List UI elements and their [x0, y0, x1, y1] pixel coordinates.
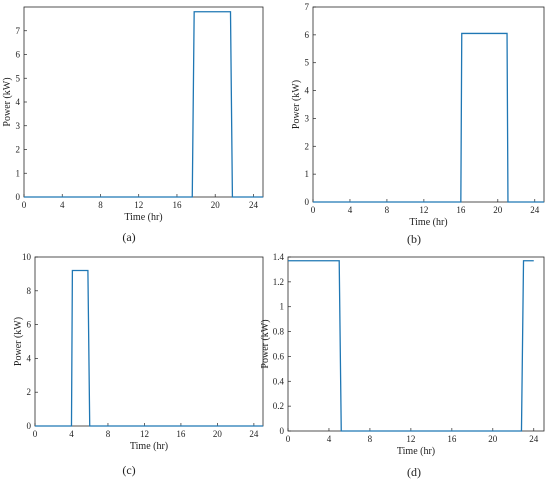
panel-a-ytick-label: 7 [16, 26, 21, 36]
panel-a-xtick-label: 8 [98, 200, 103, 210]
panel-d-ylabel: Power (kW) [260, 319, 271, 368]
panel-c-ytick-label: 4 [27, 353, 32, 363]
panel-a-axes-frame [23, 6, 264, 198]
panel-d-ytick-label: 0.8 [273, 327, 285, 337]
panel-b-ytick-label: 0 [305, 197, 310, 207]
panel-b-xtick-label: 16 [456, 205, 466, 215]
panel-a-xlabel: Time (hr) [124, 212, 162, 223]
panel-d-xlabel: Time (hr) [397, 446, 435, 457]
panel-d-ytick-label: 0.4 [273, 376, 285, 386]
panel-a-ytick-label: 6 [16, 50, 21, 60]
panel-d-ytick-label: 1.4 [273, 252, 285, 262]
panel-a-caption: (a) [122, 230, 135, 244]
panel-b-ytick-label: 7 [305, 2, 310, 12]
panel-b-ylabel: Power (kW) [291, 80, 302, 129]
panel-d-ytick-label: 0.6 [273, 351, 285, 361]
panel-d-xtick-label: 24 [529, 434, 539, 444]
panel-d-caption: (d) [407, 465, 421, 479]
panel-d-xtick-label: 16 [447, 434, 457, 444]
panel-b-xtick-label: 24 [530, 205, 540, 215]
panel-d-ytick-label: 1 [280, 302, 285, 312]
panel-d-series-line-0 [288, 260, 534, 432]
panel-d-xtick-label: 12 [406, 434, 415, 444]
panel-b-caption: (b) [407, 232, 421, 246]
panel-b-xtick-label: 12 [419, 205, 428, 215]
panel-c-xtick-label: 12 [140, 429, 149, 439]
panel-a-xtick-label: 16 [172, 200, 182, 210]
panel-a-ytick-label: 4 [16, 97, 21, 107]
panel-b-xtick-label: 20 [493, 205, 503, 215]
panel-c-ytick-label: 2 [27, 387, 32, 397]
panel-d-xtick-label: 4 [327, 434, 332, 444]
panel-a-xtick-label: 12 [134, 200, 143, 210]
panel-c-xtick-label: 16 [176, 429, 186, 439]
panel-d-ytick-label: 0 [280, 426, 285, 436]
panel-c-xtick-label: 8 [106, 429, 111, 439]
panel-d-xtick-label: 8 [368, 434, 373, 444]
panel-b-axes-frame [312, 6, 545, 203]
panel-d-ytick-label: 0.2 [273, 401, 284, 411]
panel-b-series-line-0 [313, 32, 544, 203]
panel-c-ytick-label: 6 [27, 320, 32, 330]
panel-b-ytick-label: 4 [305, 86, 310, 96]
panel-b-xtick-label: 0 [311, 205, 316, 215]
panel-a-ylabel: Power (kW) [2, 77, 13, 126]
panel-c-caption: (c) [122, 463, 135, 477]
panel-a-xtick-label: 4 [60, 200, 65, 210]
panel-d-xtick-label: 20 [488, 434, 498, 444]
panel-b-ytick-label: 5 [305, 58, 310, 68]
panel-d-axes-frame [287, 256, 545, 432]
panel-a-xtick-label: 0 [22, 200, 27, 210]
panel-c-series-line-0 [35, 269, 263, 427]
panel-c-ytick-label: 10 [22, 252, 32, 262]
panel-c-xtick-label: 20 [213, 429, 223, 439]
panel-d-xtick-label: 0 [286, 434, 291, 444]
panel-b-xtick-label: 8 [385, 205, 390, 215]
panel-b-ytick-label: 3 [305, 113, 310, 123]
panel-c-ytick-label: 0 [27, 421, 32, 431]
panel-a-xtick-label: 20 [211, 200, 221, 210]
panel-c-ylabel: Power (kW) [13, 317, 24, 366]
panel-c-xlabel: Time (hr) [130, 441, 168, 452]
panel-d-ytick-label: 1.2 [273, 277, 284, 287]
panel-a-ytick-label: 5 [16, 73, 21, 83]
panel-b-ytick-label: 1 [305, 169, 310, 179]
panel-c-xtick-label: 4 [69, 429, 74, 439]
panel-c-xtick-label: 0 [33, 429, 38, 439]
panel-b-xtick-label: 4 [348, 205, 353, 215]
panel-a-xtick-label: 24 [249, 200, 259, 210]
panel-c-ytick-label: 8 [27, 286, 32, 296]
panel-a-ytick-label: 1 [16, 168, 21, 178]
panel-b-xlabel: Time (hr) [409, 217, 447, 228]
panel-b-ytick-label: 2 [305, 141, 310, 151]
panel-b-ytick-label: 6 [305, 30, 310, 40]
panel-c-axes-frame [34, 256, 264, 427]
panel-c-xtick-label: 24 [249, 429, 259, 439]
panel-a-ytick-label: 2 [16, 145, 21, 155]
panel-a-series-line-0 [24, 11, 263, 198]
panel-a-ytick-label: 0 [16, 192, 21, 202]
panel-a-ytick-label: 3 [16, 121, 21, 131]
